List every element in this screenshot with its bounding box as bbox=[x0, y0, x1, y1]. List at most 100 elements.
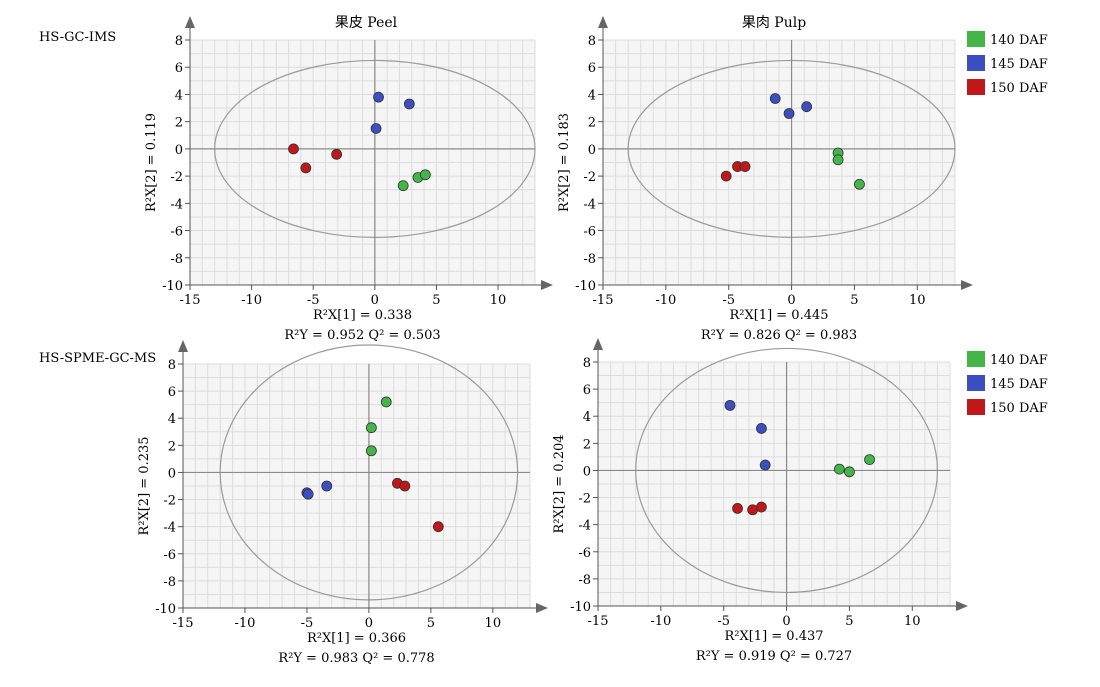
point-150-daf bbox=[300, 162, 312, 174]
y-tick-label: -8 bbox=[583, 252, 596, 267]
x-axis-label: R²X[1] = 0.338 bbox=[313, 308, 412, 323]
y-axis-arrow bbox=[598, 16, 608, 28]
x-tick-label: 5 bbox=[427, 616, 435, 631]
y-tick-label: -4 bbox=[170, 197, 183, 212]
x-tick-label: 0 bbox=[787, 293, 795, 308]
point-145-daf bbox=[783, 108, 795, 119]
gridlines bbox=[190, 39, 536, 285]
y-axis-label: R²X[2] = 0.183 bbox=[557, 113, 572, 212]
x-tick-label: 5 bbox=[845, 614, 853, 629]
y-tick-label: 4 bbox=[175, 88, 183, 103]
row-label-hs-gc-ims: HS-GC-IMS bbox=[39, 30, 116, 45]
x-axis-arrow bbox=[541, 280, 553, 290]
y-tick-label: 2 bbox=[175, 116, 183, 131]
y-tick-label: -10 bbox=[570, 600, 591, 615]
legend-bottom: 140 DAF 145 DAF 150 DAF bbox=[967, 351, 1048, 416]
gridlines bbox=[183, 363, 531, 608]
legend-top: 140 DAF 145 DAF 150 DAF bbox=[967, 31, 1048, 96]
point-140-daf bbox=[833, 463, 845, 475]
x-tick-label: 10 bbox=[909, 293, 926, 308]
model-stats: R²Y = 0.952 Q² = 0.503 bbox=[284, 328, 440, 343]
point-140-daf bbox=[864, 454, 875, 466]
x-axis-arrow bbox=[956, 601, 968, 611]
y-tick-label: 6 bbox=[588, 61, 596, 76]
y-tick-label: 8 bbox=[583, 356, 591, 371]
point-150-daf bbox=[432, 521, 444, 533]
x-axis-label: R²X[1] = 0.437 bbox=[724, 629, 823, 644]
x-tick-label: -5 bbox=[301, 616, 314, 631]
y-tick-label: 2 bbox=[583, 437, 591, 452]
x-tick-label: 5 bbox=[432, 293, 440, 308]
model-stats: R²Y = 0.983 Q² = 0.778 bbox=[278, 651, 434, 666]
x-tick-label: 10 bbox=[904, 614, 921, 629]
legend-label-1: 140 DAF bbox=[990, 33, 1048, 48]
point-145-daf bbox=[724, 399, 736, 411]
y-tick-label: 8 bbox=[175, 34, 183, 49]
x-tick-label: 5 bbox=[850, 293, 858, 308]
y-tick-label: 4 bbox=[168, 412, 176, 427]
model-stats: R²Y = 0.919 Q² = 0.727 bbox=[696, 649, 852, 664]
x-tick-label: -10 bbox=[650, 614, 671, 629]
y-tick-label: -10 bbox=[155, 602, 176, 617]
point-140-daf bbox=[832, 154, 844, 166]
point-145-daf bbox=[403, 98, 415, 110]
y-tick-label: -6 bbox=[583, 225, 596, 240]
y-tick-label: -4 bbox=[578, 519, 591, 534]
point-145-daf bbox=[370, 123, 382, 134]
legend-label-1: 140 DAF bbox=[990, 353, 1048, 368]
point-150-daf bbox=[720, 170, 732, 182]
y-tick-label: -10 bbox=[575, 279, 596, 294]
point-140-daf bbox=[844, 466, 855, 478]
y-tick-label: 0 bbox=[168, 466, 176, 481]
point-145-daf bbox=[801, 101, 813, 113]
y-tick-label: 6 bbox=[168, 385, 176, 400]
y-tick-label: -2 bbox=[578, 492, 591, 507]
y-tick-label: -6 bbox=[578, 546, 591, 561]
y-tick-label: -8 bbox=[163, 575, 176, 590]
point-145-daf bbox=[321, 480, 333, 492]
point-150-daf bbox=[732, 502, 743, 514]
point-140-daf bbox=[365, 445, 377, 457]
y-tick-label: -6 bbox=[170, 225, 183, 240]
x-axis-arrow bbox=[536, 603, 548, 613]
model-stats: R²Y = 0.826 Q² = 0.983 bbox=[701, 328, 857, 343]
y-tick-label: 8 bbox=[168, 358, 176, 373]
col-title-pulp: 果肉 Pulp bbox=[742, 15, 806, 31]
y-tick-label: 2 bbox=[588, 116, 596, 131]
point-140-daf bbox=[380, 396, 392, 408]
point-150-daf bbox=[288, 143, 299, 155]
legend-swatch-3 bbox=[967, 79, 985, 95]
x-tick-label: 0 bbox=[371, 293, 379, 308]
x-tick-label: -15 bbox=[588, 614, 609, 629]
y-axis-label: R²X[2] = 0.119 bbox=[144, 113, 159, 212]
point-150-daf bbox=[331, 148, 343, 160]
y-tick-label: 6 bbox=[175, 61, 183, 76]
point-145-daf bbox=[373, 91, 384, 103]
point-145-daf bbox=[302, 488, 314, 500]
legend-swatch-1 bbox=[967, 31, 985, 47]
point-145-daf bbox=[769, 93, 781, 104]
y-axis-label: R²X[2] = 0.204 bbox=[552, 434, 567, 533]
y-tick-label: 0 bbox=[583, 464, 591, 479]
y-axis-arrow bbox=[178, 340, 188, 352]
x-tick-label: -15 bbox=[180, 293, 201, 308]
x-tick-label: -10 bbox=[241, 293, 262, 308]
row-label-hs-spme-gc-ms: HS-SPME-GC-MS bbox=[39, 351, 156, 366]
legend-swatch-2 bbox=[967, 375, 985, 391]
y-tick-label: -10 bbox=[162, 279, 183, 294]
legend-label-2: 145 DAF bbox=[990, 377, 1048, 392]
legend-swatch-3 bbox=[967, 399, 985, 415]
point-140-daf bbox=[854, 178, 865, 190]
point-140-daf bbox=[419, 169, 431, 181]
y-tick-label: 0 bbox=[175, 143, 183, 158]
legend-swatch-1 bbox=[967, 351, 985, 367]
x-axis-label: R²X[1] = 0.366 bbox=[307, 631, 406, 646]
y-tick-label: -2 bbox=[170, 170, 183, 185]
x-axis-label: R²X[1] = 0.445 bbox=[729, 308, 828, 323]
col-title-peel: 果皮 Peel bbox=[335, 15, 398, 31]
y-tick-label: -4 bbox=[583, 197, 596, 212]
legend-label-3: 150 DAF bbox=[990, 81, 1048, 96]
x-tick-label: 10 bbox=[490, 293, 507, 308]
